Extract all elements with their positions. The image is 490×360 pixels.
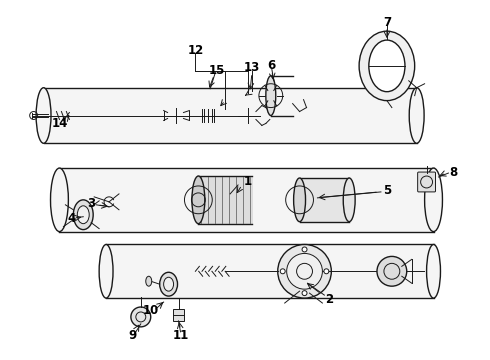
Ellipse shape bbox=[146, 276, 152, 286]
Ellipse shape bbox=[77, 206, 89, 224]
Text: 3: 3 bbox=[87, 197, 95, 210]
Circle shape bbox=[280, 269, 285, 274]
Ellipse shape bbox=[50, 168, 69, 231]
FancyBboxPatch shape bbox=[417, 172, 436, 192]
Ellipse shape bbox=[36, 88, 51, 143]
Bar bbox=[44, 88, 416, 143]
Ellipse shape bbox=[164, 277, 173, 291]
Text: 8: 8 bbox=[449, 166, 458, 179]
Text: 15: 15 bbox=[209, 64, 225, 77]
Ellipse shape bbox=[427, 244, 441, 298]
Circle shape bbox=[302, 247, 307, 252]
Ellipse shape bbox=[266, 76, 276, 116]
Text: 10: 10 bbox=[143, 305, 159, 318]
Text: 12: 12 bbox=[187, 44, 203, 57]
Circle shape bbox=[302, 291, 307, 296]
Ellipse shape bbox=[409, 88, 424, 143]
Circle shape bbox=[278, 244, 331, 298]
Text: 1: 1 bbox=[244, 175, 252, 189]
Text: 14: 14 bbox=[51, 117, 68, 130]
Ellipse shape bbox=[160, 272, 177, 296]
Ellipse shape bbox=[192, 176, 205, 224]
Text: 11: 11 bbox=[172, 329, 189, 342]
Text: 13: 13 bbox=[244, 61, 260, 75]
Ellipse shape bbox=[425, 168, 442, 231]
Ellipse shape bbox=[359, 31, 415, 100]
Ellipse shape bbox=[343, 178, 355, 222]
Text: 2: 2 bbox=[325, 293, 333, 306]
Text: 7: 7 bbox=[383, 16, 391, 29]
Text: 4: 4 bbox=[67, 212, 75, 225]
Bar bbox=[172, 309, 184, 321]
Circle shape bbox=[287, 253, 322, 289]
Text: 6: 6 bbox=[268, 59, 276, 72]
Circle shape bbox=[377, 256, 407, 286]
Text: 5: 5 bbox=[383, 184, 391, 197]
Ellipse shape bbox=[369, 40, 405, 92]
Circle shape bbox=[324, 269, 329, 274]
Text: 9: 9 bbox=[129, 329, 137, 342]
Bar bbox=[106, 244, 434, 298]
Bar bbox=[198, 176, 253, 224]
Bar bbox=[59, 168, 434, 231]
Ellipse shape bbox=[294, 178, 306, 222]
Bar bbox=[299, 178, 349, 222]
Ellipse shape bbox=[99, 244, 113, 298]
Circle shape bbox=[131, 307, 151, 327]
Ellipse shape bbox=[74, 200, 93, 230]
